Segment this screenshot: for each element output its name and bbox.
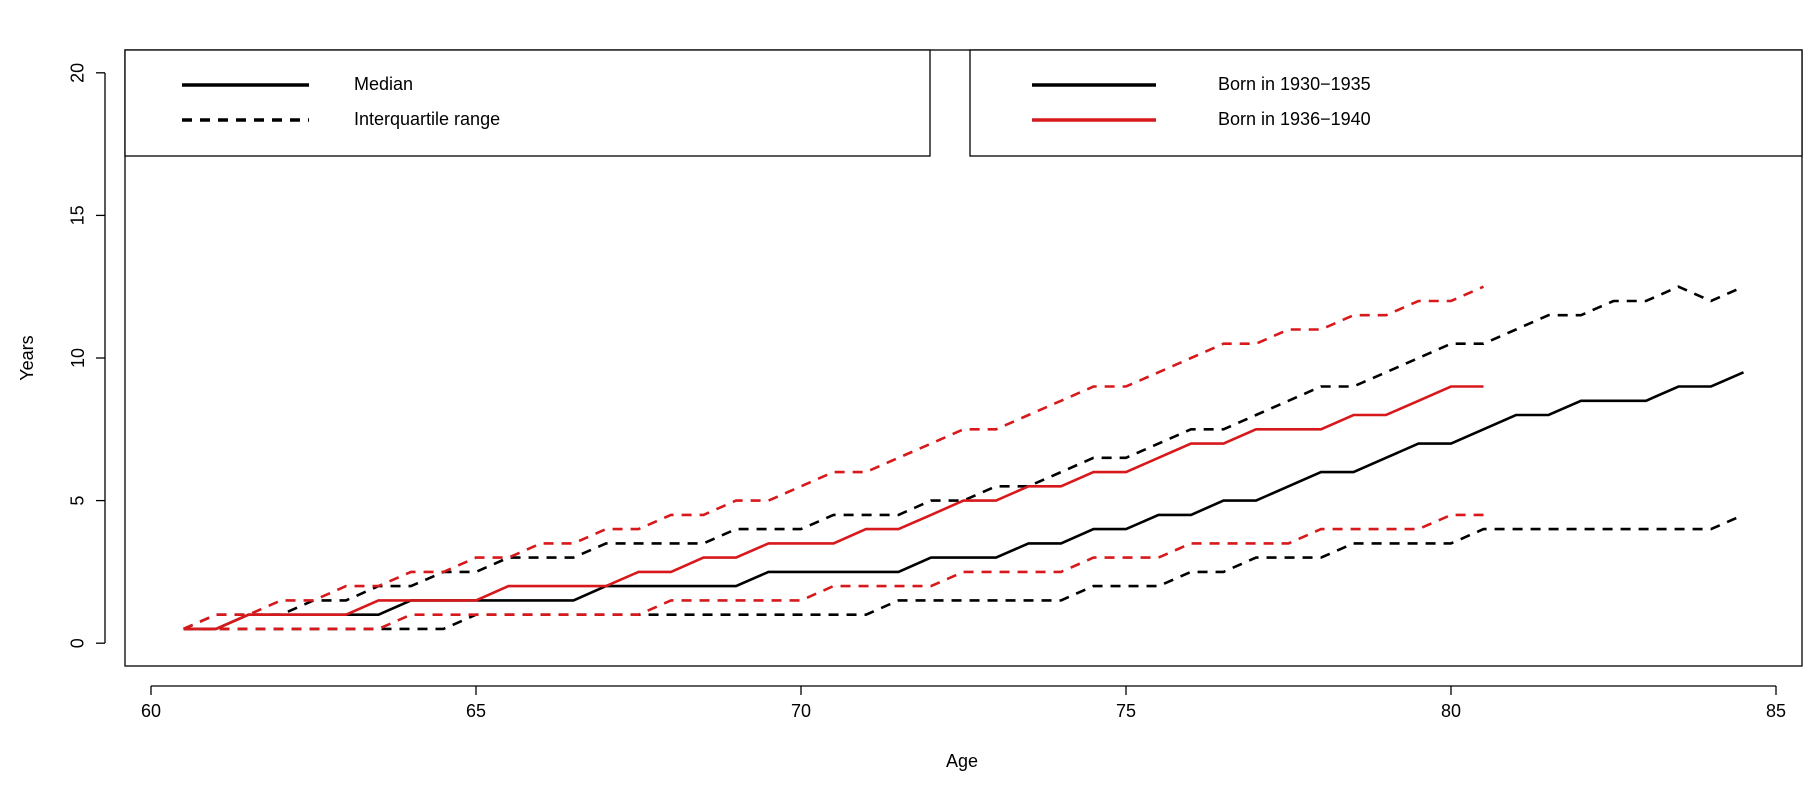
- legend-label: Median: [354, 74, 413, 94]
- legend-label: Born in 1930−1935: [1218, 74, 1371, 94]
- legend-box: [969, 49, 1803, 157]
- legend-label: Interquartile range: [354, 109, 500, 129]
- series-line: [183, 385, 1484, 631]
- legend-box: [124, 49, 931, 157]
- x-tick-label: 70: [791, 701, 811, 721]
- series-line: [182, 285, 1485, 631]
- x-tick-label: 60: [141, 701, 161, 721]
- y-tick-label: 0: [68, 638, 88, 648]
- legend-label: Born in 1936−1940: [1218, 109, 1371, 129]
- x-tick-label: 65: [466, 701, 486, 721]
- y-tick-label: 5: [68, 496, 88, 506]
- y-tick-label: 15: [68, 205, 88, 225]
- series-line: [182, 285, 1745, 631]
- x-tick-label: 75: [1116, 701, 1136, 721]
- x-tick-label: 85: [1766, 701, 1786, 721]
- series-line: [183, 513, 1484, 631]
- x-axis-label: Age: [946, 751, 978, 771]
- y-tick-label: 20: [68, 63, 88, 83]
- series-line: [183, 513, 1745, 631]
- plot-frame: [124, 49, 1803, 667]
- y-tick-label: 10: [68, 348, 88, 368]
- y-axis-label: Years: [17, 335, 37, 380]
- x-tick-label: 80: [1441, 701, 1461, 721]
